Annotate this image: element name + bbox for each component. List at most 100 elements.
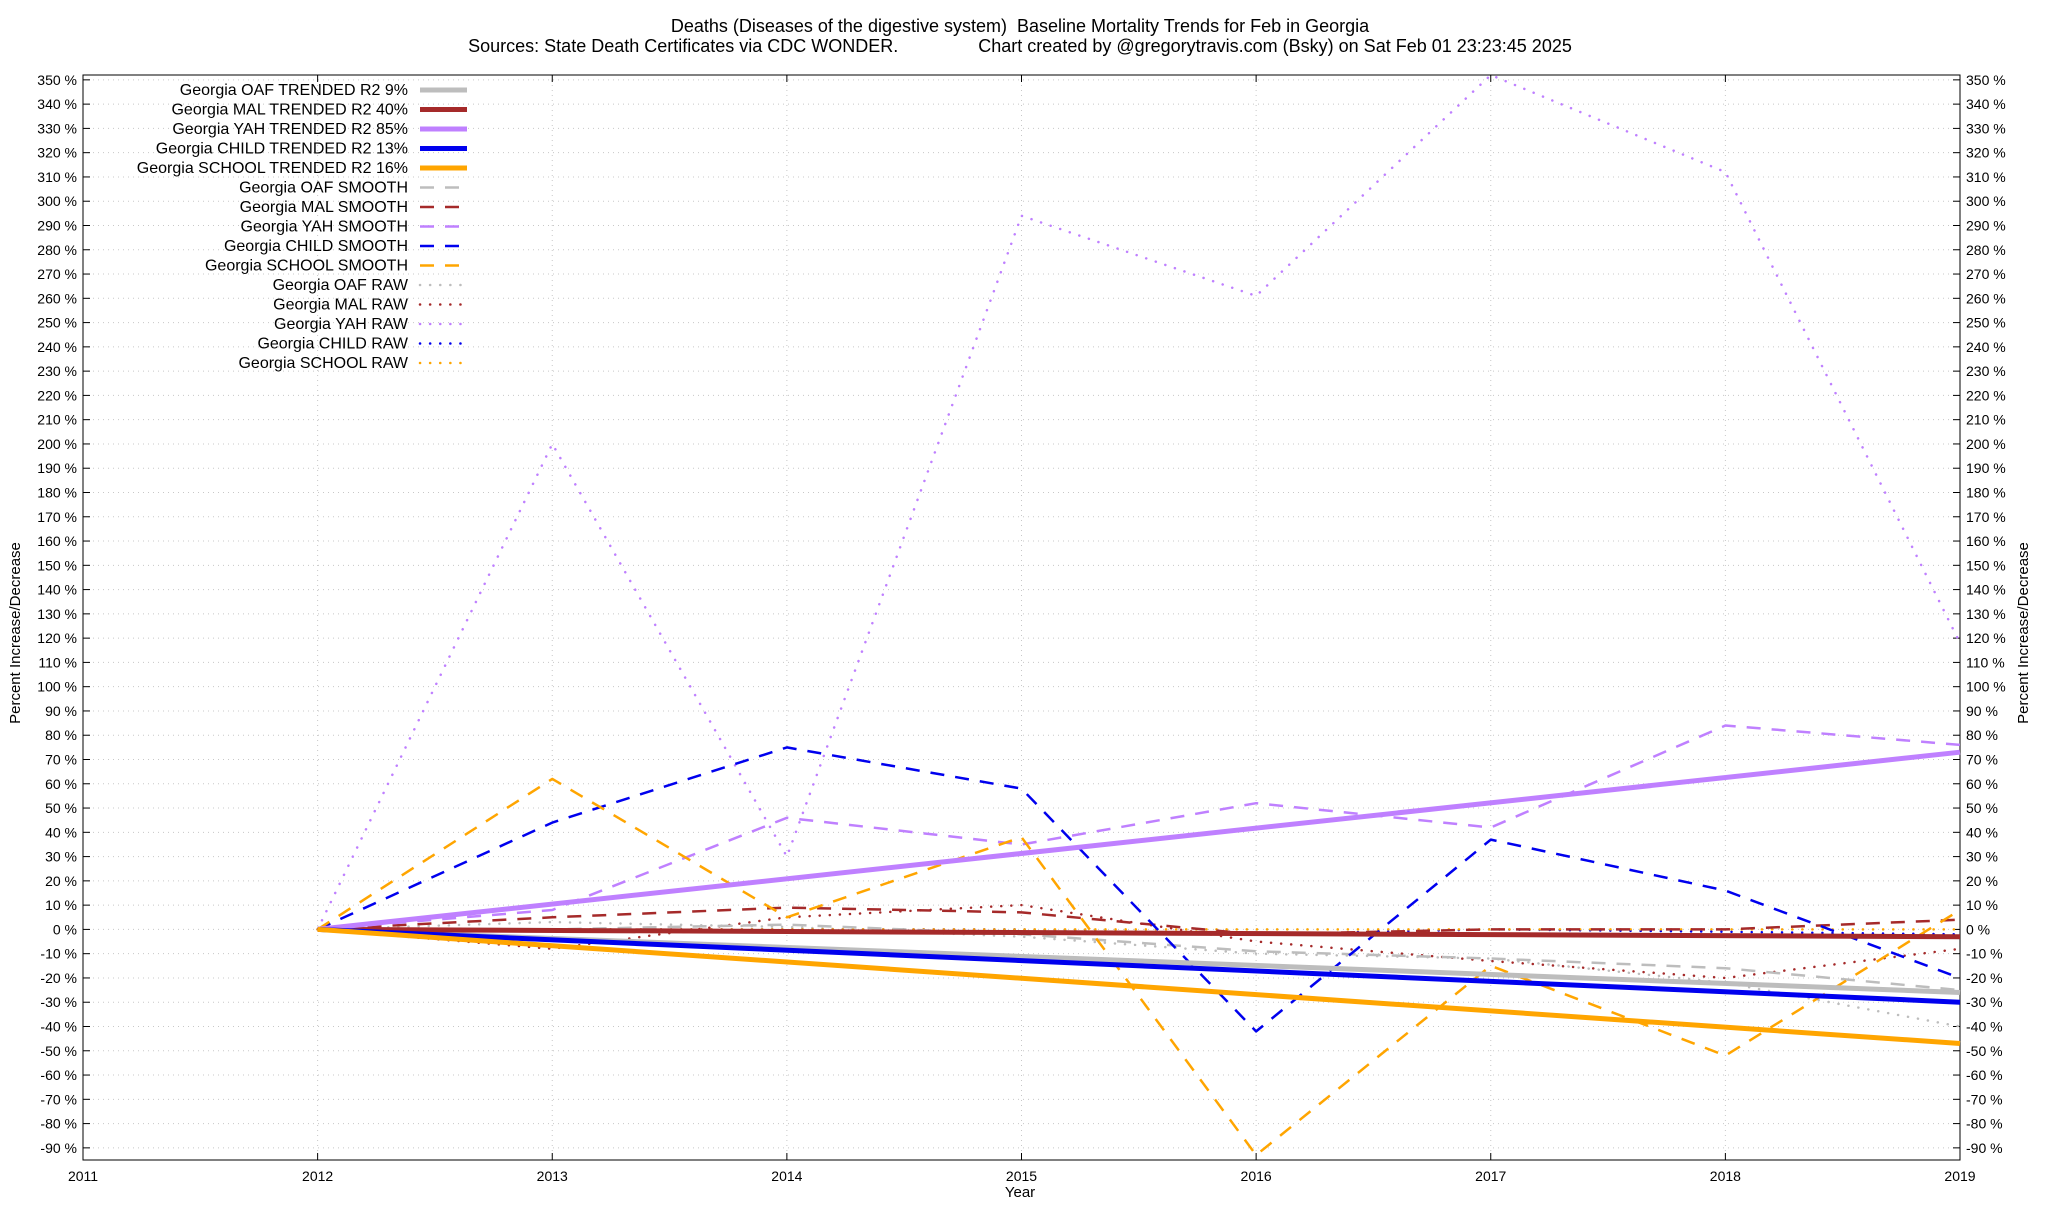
axes: -90 % -90 % -80 % -80 % -70 % -70 % -60 % -60 %… — [37, 72, 2005, 1184]
y2-tick-label: 20 % — [1966, 873, 1998, 889]
series-line-1 — [317, 926, 1961, 940]
x-tick-label: 2017 — [1475, 1168, 1506, 1184]
y2-tick-label: 190 % — [1966, 460, 2006, 476]
y2-tick-label: -90 % — [1966, 1140, 2003, 1156]
x-tick-label: 2019 — [1944, 1168, 1975, 1184]
y-tick-label: 250 % — [37, 315, 77, 331]
y-tick-label: -20 % — [40, 970, 77, 986]
y2-tick-label: -80 % — [1966, 1116, 2003, 1132]
y2-tick-label: 170 % — [1966, 509, 2006, 525]
y2-tick-label: 100 % — [1966, 679, 2006, 695]
y2-tick-label: 50 % — [1966, 800, 1998, 816]
legend-label-9: Georgia SCHOOL SMOOTH — [205, 258, 408, 275]
y-tick-label: 230 % — [37, 363, 77, 379]
y-tick-label: 140 % — [37, 582, 77, 598]
y2-tick-label: 250 % — [1966, 315, 2006, 331]
y2-tick-label: 300 % — [1966, 193, 2006, 209]
y-tick-label: 180 % — [37, 484, 77, 500]
legend-label-8: Georgia CHILD SMOOTH — [224, 238, 408, 255]
y-axis-label: Percent Increase/Decrease — [7, 542, 24, 724]
y2-tick-label: 270 % — [1966, 266, 2006, 282]
y-tick-label: -50 % — [40, 1043, 77, 1059]
y2-tick-label: -70 % — [1966, 1091, 2003, 1107]
legend-label-6: Georgia MAL SMOOTH — [240, 199, 408, 216]
y-tick-label: 330 % — [37, 120, 77, 136]
y2-tick-label: 330 % — [1966, 120, 2006, 136]
y2-tick-label: 10 % — [1966, 897, 1998, 913]
x-tick-label: 2015 — [1006, 1168, 1037, 1184]
y-tick-label: 60 % — [45, 776, 77, 792]
y2-tick-label: 60 % — [1966, 776, 1998, 792]
y2-tick-label: 310 % — [1966, 169, 2006, 185]
y-tick-label: 40 % — [45, 824, 77, 840]
y2-tick-label: 240 % — [1966, 339, 2006, 355]
y2-tick-label: 80 % — [1966, 727, 1998, 743]
y2-tick-label: 0 % — [1966, 921, 1990, 937]
y2-tick-label: -40 % — [1966, 1018, 2003, 1034]
y2-tick-label: 150 % — [1966, 557, 2006, 573]
chart-subtitle: Sources: State Death Certificates via CD… — [468, 36, 1572, 56]
y2-tick-label: 290 % — [1966, 217, 2006, 233]
y2-tick-label: 210 % — [1966, 412, 2006, 428]
y-tick-label: 300 % — [37, 193, 77, 209]
y-tick-label: 240 % — [37, 339, 77, 355]
y-tick-label: 280 % — [37, 242, 77, 258]
legend: Georgia OAF TRENDED R2 9% Georgia MAL TRE… — [137, 82, 469, 372]
y-tick-label: 160 % — [37, 533, 77, 549]
series-line-3 — [317, 926, 1961, 1005]
x-axis-label: Year — [1005, 1184, 1035, 1200]
y-tick-label: -70 % — [40, 1091, 77, 1107]
y2-tick-label: 260 % — [1966, 290, 2006, 306]
y2-tick-label: 340 % — [1966, 96, 2006, 112]
y-tick-label: 260 % — [37, 290, 77, 306]
x-tick-label: 2016 — [1241, 1168, 1272, 1184]
y2-tick-label: -10 % — [1966, 946, 2003, 962]
y-tick-label: 150 % — [37, 557, 77, 573]
y-tick-label: -90 % — [40, 1140, 77, 1156]
legend-label-4: Georgia SCHOOL TRENDED R2 16% — [137, 160, 408, 177]
y-tick-label: 170 % — [37, 509, 77, 525]
y2-tick-label: 40 % — [1966, 824, 1998, 840]
legend-label-1: Georgia MAL TRENDED R2 40% — [171, 102, 408, 119]
chart-title: Deaths (Diseases of the digestive system… — [671, 16, 1370, 36]
y2-tick-label: 230 % — [1966, 363, 2006, 379]
y-tick-label: -10 % — [40, 946, 77, 962]
series-line-2 — [317, 749, 1961, 932]
y2-tick-label: 180 % — [1966, 484, 2006, 500]
legend-label-11: Georgia MAL RAW — [273, 297, 409, 314]
y2-tick-label: -20 % — [1966, 970, 2003, 986]
series-line-7 — [317, 724, 1961, 931]
y-tick-label: 10 % — [45, 897, 77, 913]
legend-label-10: Georgia OAF RAW — [273, 277, 409, 294]
legend-label-0: Georgia OAF TRENDED R2 9% — [180, 82, 408, 99]
series-line-4 — [317, 926, 1961, 1046]
y-tick-label: 110 % — [38, 654, 77, 670]
legend-label-2: Georgia YAH TRENDED R2 85% — [172, 121, 408, 138]
y2-tick-label: 280 % — [1966, 242, 2006, 258]
x-tick-label: 2014 — [771, 1168, 802, 1184]
y2-tick-label: 350 % — [1966, 72, 2006, 88]
y-tick-label: 210 % — [37, 412, 77, 428]
y2-axis-label: Percent Increase/Decrease — [2015, 542, 2032, 724]
y-tick-label: 20 % — [45, 873, 77, 889]
y2-tick-label: 220 % — [1966, 387, 2006, 403]
y2-tick-label: 90 % — [1966, 703, 1998, 719]
y-tick-label: 310 % — [37, 169, 77, 185]
y-tick-label: 350 % — [37, 72, 77, 88]
y-tick-label: 90 % — [45, 703, 77, 719]
series-line-8 — [317, 746, 1961, 1033]
y2-tick-label: 70 % — [1966, 751, 1998, 767]
legend-label-7: Georgia YAH SMOOTH — [241, 219, 408, 236]
y-tick-label: 130 % — [37, 606, 77, 622]
y2-tick-label: 140 % — [1966, 582, 2006, 598]
series-line-10 — [316, 920, 1962, 1028]
y-tick-label: 340 % — [37, 96, 77, 112]
y-tick-label: 0 % — [53, 921, 77, 937]
y-tick-label: 290 % — [37, 217, 77, 233]
y2-tick-label: 110 % — [1966, 654, 2005, 670]
legend-label-3: Georgia CHILD TRENDED R2 13% — [156, 141, 408, 158]
legend-label-12: Georgia YAH RAW — [274, 316, 409, 333]
y-tick-label: 320 % — [37, 145, 77, 161]
